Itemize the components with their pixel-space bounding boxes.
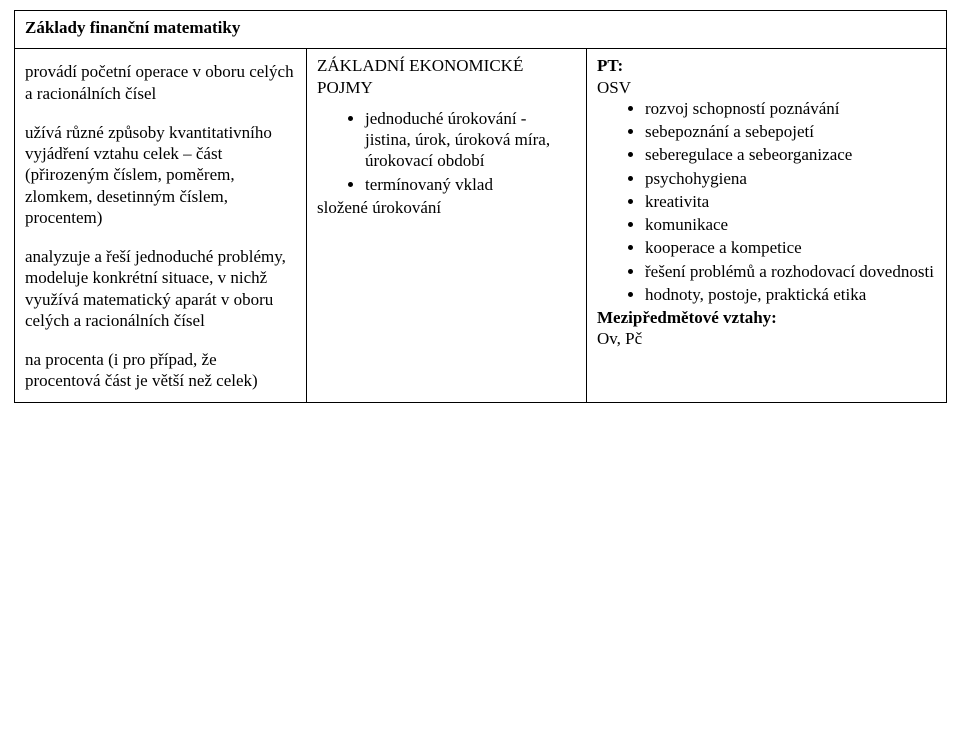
content-table: Základy finanční matematiky provádí poče…	[14, 10, 947, 403]
osv-label: OSV	[597, 78, 631, 97]
col3-bullets: rozvoj schopností poznávání sebepoznání …	[597, 98, 936, 307]
col3-bullet: psychohygiena	[645, 168, 936, 191]
col3-footer-bold: Mezipředmětové vztahy:	[597, 308, 777, 327]
pt-label: PT:	[597, 56, 623, 75]
col3-footer-plain: Ov, Pč	[597, 329, 642, 348]
col-3: PT: OSV rozvoj schopností poznávání sebe…	[587, 49, 947, 402]
col2-tail: složené úrokování	[317, 197, 576, 218]
col3-bullet: kooperace a kompetice	[645, 237, 936, 260]
col3-bullet: kreativita	[645, 191, 936, 214]
col3-bullet: sebepoznání a sebepojetí	[645, 121, 936, 144]
col1-para1: provádí početní operace v oboru celých a…	[25, 61, 296, 104]
col2-heading-line2: POJMY	[317, 78, 373, 97]
col3-head: PT: OSV	[597, 55, 936, 98]
col3-bullet: řešení problémů a rozhodovací dovednosti	[645, 261, 936, 284]
col2-bullet: jednoduché úrokování - jistina, úrok, úr…	[365, 108, 576, 174]
title-row: Základy finanční matematiky	[15, 11, 947, 49]
col1-para3: analyzuje a řeší jednoduché problémy, mo…	[25, 246, 296, 331]
col2-bullet: termínovaný vklad	[365, 174, 576, 197]
col-2: ZÁKLADNÍ EKONOMICKÉ POJMY jednoduché úro…	[307, 49, 587, 402]
col3-bullet: komunikace	[645, 214, 936, 237]
col1-para4: na procenta (i pro případ, že procentová…	[25, 349, 296, 392]
table-title: Základy finanční matematiky	[15, 11, 947, 49]
col2-bullets: jednoduché úrokování - jistina, úrok, úr…	[317, 108, 576, 197]
col3-bullet: seberegulace a sebeorganizace	[645, 144, 936, 167]
col3-bullet: hodnoty, postoje, praktická etika	[645, 284, 936, 307]
col3-footer: Mezipředmětové vztahy: Ov, Pč	[597, 307, 936, 350]
body-row: provádí početní operace v oboru celých a…	[15, 49, 947, 402]
col3-bullet: rozvoj schopností poznávání	[645, 98, 936, 121]
col-1: provádí početní operace v oboru celých a…	[15, 49, 307, 402]
col1-para2: užívá různé způsoby kvantitativního vyjá…	[25, 122, 296, 228]
col2-heading-line1: ZÁKLADNÍ EKONOMICKÉ	[317, 56, 523, 75]
col2-heading: ZÁKLADNÍ EKONOMICKÉ POJMY	[317, 55, 576, 98]
